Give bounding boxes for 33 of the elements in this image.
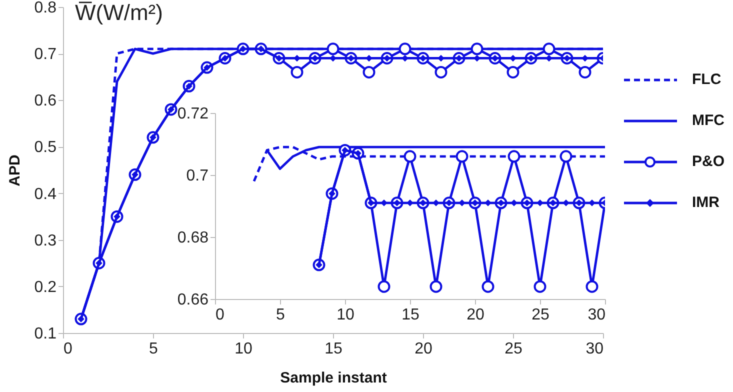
x-tick-label: 0 [64, 340, 72, 358]
legend-label: P&O [692, 152, 725, 170]
y-tick-label: 0.7 [186, 168, 209, 184]
x-tick-label: 10 [336, 306, 354, 324]
y-tick-label: 0.8 [34, 0, 57, 16]
x-tick-label: 20 [466, 306, 484, 324]
y-tick-label: 0.1 [34, 326, 57, 342]
x-axis-title: Sample instant [280, 370, 387, 386]
legend-label: FLC [692, 70, 722, 88]
y-tick-label: 0.3 [34, 232, 57, 250]
y-tick-label: 0.7 [34, 46, 57, 64]
y-tick-label: 0.68 [177, 230, 209, 246]
y-tick-label: 0.66 [177, 292, 209, 308]
legend-label: MFC [692, 112, 725, 129]
x-tick-label: 20 [414, 340, 432, 358]
x-tick-label: 25 [532, 306, 550, 324]
x-tick-label: 15 [324, 340, 342, 358]
x-tick-label: 10 [234, 340, 252, 358]
legend-label: IMR [692, 194, 720, 211]
chart-title: W̅(W/m²) [75, 0, 163, 25]
x-tick-label: 5 [149, 340, 158, 358]
y-tick-label: 0.5 [34, 139, 57, 156]
x-tick-label: 25 [504, 340, 522, 358]
x-tick-label: 0 [216, 306, 224, 324]
y-tick-label: 0.2 [34, 278, 57, 296]
y-tick-label: 0.6 [34, 92, 57, 110]
y-axis-title: APD [6, 154, 24, 186]
x-tick-label: 30 [588, 306, 606, 324]
x-tick-label: 15 [402, 306, 420, 324]
x-tick-label: 30 [586, 340, 604, 358]
y-tick-label: 0.4 [34, 186, 57, 203]
y-tick-label: 0.72 [177, 106, 209, 122]
x-tick-label: 5 [276, 306, 286, 324]
